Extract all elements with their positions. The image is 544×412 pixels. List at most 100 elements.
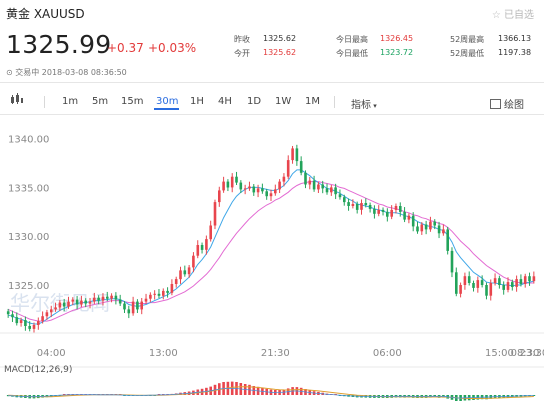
stat-value-52w-low: 1197.38	[498, 48, 532, 57]
candle-body	[476, 280, 480, 288]
candle-body	[192, 255, 195, 268]
candle-body	[248, 186, 251, 189]
draw-button[interactable]: 绘图	[490, 96, 524, 111]
chart-background	[0, 115, 544, 412]
chart-type-button[interactable]	[10, 93, 24, 108]
candle-body	[269, 193, 273, 197]
candle-body	[502, 285, 505, 290]
header-divider	[0, 82, 544, 83]
candle-body	[19, 320, 23, 323]
candle-body	[528, 276, 531, 282]
toolbar-divider	[44, 96, 45, 108]
candle-body	[407, 215, 411, 220]
candle-body	[230, 176, 234, 188]
x-tick-label: 13:00	[149, 348, 178, 359]
candle-body	[511, 282, 514, 287]
instrument-title: 黄金 XAUUSD	[6, 7, 85, 21]
stat-label-prev-close: 昨收	[234, 35, 250, 44]
interval-5m[interactable]: 5m	[92, 96, 109, 107]
candle-body	[84, 300, 87, 304]
candle-body	[187, 267, 191, 275]
interval-1w[interactable]: 1W	[275, 96, 292, 107]
candle-body	[351, 204, 355, 206]
stat-value-day-high: 1326.45	[380, 34, 414, 43]
candle-body	[226, 181, 230, 188]
candle-body	[256, 188, 260, 193]
candle-body	[209, 225, 212, 240]
y-tick-label: 1340.00	[8, 135, 49, 146]
watchlist-toggle[interactable]: ☆ 已自选	[491, 10, 534, 21]
candle-body	[123, 303, 126, 310]
interval-15m[interactable]: 15m	[121, 96, 144, 107]
candle-body	[144, 298, 148, 302]
candle-body	[304, 172, 307, 185]
price-change-percent: +0.03%	[148, 41, 197, 55]
interval-30m[interactable]: 30m	[156, 96, 179, 107]
x-tick-label: 23:30	[519, 348, 544, 359]
candle-body	[265, 191, 268, 197]
interval-4h[interactable]: 4H	[218, 96, 232, 107]
interval-1m[interactable]: 1m	[62, 96, 79, 107]
candle-body	[222, 181, 225, 191]
candle-body	[75, 299, 79, 305]
interval-1mo[interactable]: 1M	[305, 96, 320, 107]
candle-body	[200, 245, 204, 250]
candle-body	[317, 184, 320, 190]
candle-body	[523, 276, 527, 284]
candle-body	[295, 148, 299, 162]
candle-body	[28, 326, 31, 329]
price-change: +0.37	[107, 41, 144, 55]
candle-body	[325, 188, 329, 193]
last-price: 1325.99	[6, 30, 112, 59]
candle-body	[157, 293, 161, 296]
candle-body	[343, 197, 346, 203]
candle-body	[106, 296, 109, 299]
selected-interval-underline	[154, 108, 179, 110]
candle-body	[127, 309, 131, 314]
candle-body	[179, 270, 182, 280]
stat-value-prev-close: 1325.62	[263, 34, 297, 43]
candle-body	[88, 301, 92, 304]
quote-header: 黄金 XAUUSD ☆ 已自选 1325.99 +0.37 +0.03% 昨收 …	[0, 0, 544, 82]
indicators-button[interactable]: 指标 ▾	[351, 96, 377, 111]
candle-body	[166, 290, 169, 293]
interval-1d[interactable]: 1D	[247, 96, 262, 107]
candle-body	[32, 325, 36, 329]
candle-body	[485, 285, 488, 296]
candle-body	[114, 295, 118, 300]
stat-label-open: 今开	[234, 49, 250, 58]
candle-body	[463, 276, 467, 285]
candle-body	[45, 312, 49, 317]
candle-body	[213, 202, 217, 226]
candle-body	[299, 161, 303, 173]
candle-body	[174, 279, 178, 284]
stat-value-52w-high: 1366.13	[498, 34, 532, 43]
clock-icon: ⊙	[6, 68, 13, 77]
x-tick-label: 06:00	[373, 348, 402, 359]
candle-body	[480, 280, 484, 285]
candle-body	[80, 300, 83, 305]
candle-body	[282, 176, 286, 182]
candle-body	[399, 206, 402, 212]
candle-body	[183, 270, 187, 275]
x-tick-label: 21:30	[261, 348, 290, 359]
candle-body	[330, 187, 333, 193]
candle-body	[101, 296, 105, 301]
candle-body	[446, 229, 449, 251]
candle-body	[278, 181, 281, 190]
candle-body	[364, 203, 368, 205]
candle-body	[131, 301, 135, 314]
candle-body	[334, 187, 337, 195]
candle-body	[239, 182, 243, 190]
stat-label-day-high: 今日最高	[336, 35, 368, 44]
toolbar-divider-bottom	[0, 114, 544, 115]
candle-body	[394, 206, 398, 210]
candle-body	[291, 148, 294, 161]
y-tick-label: 1330.00	[8, 232, 49, 243]
candle-body	[321, 184, 324, 189]
interval-1h[interactable]: 1H	[190, 96, 204, 107]
macd-bar	[532, 395, 536, 396]
candle-body	[243, 188, 247, 190]
candle-body	[274, 189, 277, 194]
